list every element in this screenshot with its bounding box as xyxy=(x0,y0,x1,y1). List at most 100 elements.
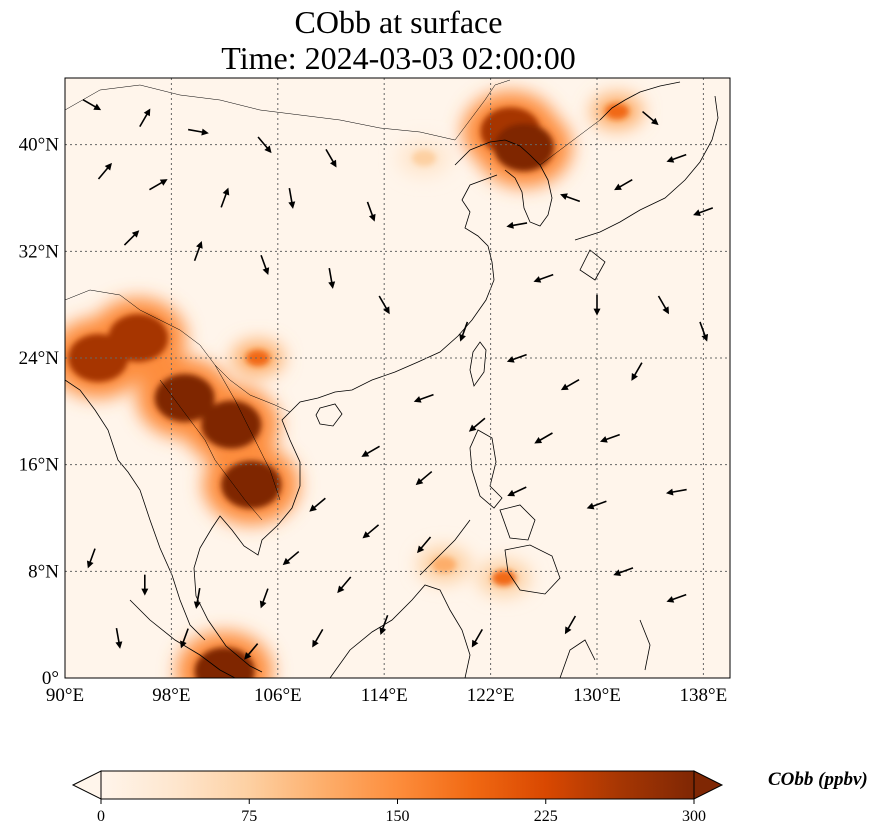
lon-tick-label: 138°E xyxy=(680,685,728,706)
wind-arrow xyxy=(533,273,554,283)
coastline-myanmar xyxy=(65,379,206,641)
wind-arrow xyxy=(666,593,687,603)
lat-tick-label: 24°N xyxy=(19,348,60,369)
colorbar-extend-low xyxy=(71,770,102,800)
wind-arrow xyxy=(534,432,553,444)
colorbar: 0 75 150 225 300 xyxy=(71,770,724,825)
wind-arrow xyxy=(560,378,580,391)
wind-arrow xyxy=(378,295,390,315)
hotspot-myanmar-laos xyxy=(154,374,215,422)
wind-arrow xyxy=(312,628,324,648)
hotspot-mindanao xyxy=(491,570,516,586)
lat-tick-label: 32°N xyxy=(19,241,60,262)
wind-arrow xyxy=(325,148,337,168)
wind-arrow xyxy=(657,295,669,315)
wind-arrow xyxy=(193,588,201,609)
country-borders xyxy=(65,79,601,521)
lat-tick-label: 0° xyxy=(42,668,59,689)
coastline-luzon xyxy=(469,429,503,509)
coastline-taiwan xyxy=(469,341,487,387)
wind-arrow xyxy=(593,294,601,316)
wind-arrow xyxy=(123,230,140,246)
hotspot-vladivostok xyxy=(604,103,629,120)
wind-arrow xyxy=(415,470,433,486)
wind-arrow xyxy=(471,628,483,648)
coastline-borneo xyxy=(329,584,471,678)
wind-arrow xyxy=(362,524,380,539)
coastline-china xyxy=(289,174,498,413)
coastline-japan xyxy=(574,95,719,281)
wind-arrow xyxy=(506,353,527,363)
wind-arrow xyxy=(257,136,272,154)
wind-arrow xyxy=(459,321,469,342)
wind-vectors xyxy=(82,98,714,660)
hotspot-north-korea xyxy=(493,123,554,172)
wind-arrow xyxy=(699,321,709,342)
coastlines xyxy=(65,81,719,678)
lat-tick-label: 16°N xyxy=(19,455,60,476)
hotspot-north-myanmar xyxy=(108,314,169,362)
coastline-palawan xyxy=(419,519,471,576)
colorbar-tick-label: 75 xyxy=(241,808,257,825)
colorbar-tick-label: 0 xyxy=(97,808,105,825)
colorbar-extend-high xyxy=(693,770,724,800)
hotspot-palawan xyxy=(432,556,457,573)
wind-arrow xyxy=(468,417,486,432)
wind-arrow xyxy=(220,187,230,208)
colorbar-label: CObb (ppbv) xyxy=(768,769,868,790)
wind-arrow xyxy=(288,188,296,209)
wind-arrow xyxy=(97,162,112,180)
wind-arrow xyxy=(642,110,659,126)
wind-arrow xyxy=(309,497,326,512)
wind-arrow xyxy=(379,614,389,636)
wind-arrow xyxy=(366,201,376,222)
hotspot-north-china xyxy=(412,150,437,166)
hotspot-laos xyxy=(201,400,262,449)
map-title: CObb at surface xyxy=(294,4,503,40)
latitude-axis: 0° 8°N 16°N 24°N 32°N 40°N xyxy=(19,135,60,689)
wind-arrow xyxy=(139,108,151,128)
lon-tick-label: 106°E xyxy=(254,685,302,706)
map-frame xyxy=(64,77,731,679)
hotspot-sumatra xyxy=(194,647,255,678)
wind-arrow xyxy=(417,536,432,554)
lon-tick-label: 98°E xyxy=(152,685,190,706)
wind-arrow xyxy=(180,628,189,649)
wind-arrow xyxy=(599,433,620,443)
lat-tick-label: 8°N xyxy=(28,561,59,582)
coastline-hainan xyxy=(315,403,343,427)
coastline-indochina xyxy=(193,411,301,673)
wind-arrow xyxy=(188,128,209,136)
wind-arrow xyxy=(115,628,123,649)
lon-tick-label: 90°E xyxy=(46,685,84,706)
coastline-russia xyxy=(599,81,681,121)
wind-arrow xyxy=(693,207,714,216)
coastline-visayas xyxy=(499,504,536,541)
lon-tick-label: 130°E xyxy=(573,685,621,706)
coastline-sulawesi xyxy=(559,619,651,678)
wind-arrow xyxy=(328,268,336,289)
wind-arrow xyxy=(244,643,259,660)
wind-arrow xyxy=(337,576,352,594)
wind-arrow xyxy=(149,179,168,191)
wind-arrow xyxy=(193,240,203,262)
wind-arrow xyxy=(282,550,300,566)
wind-arrow xyxy=(666,153,687,163)
wind-arrow xyxy=(141,574,149,596)
colorbar-tick-label: 150 xyxy=(386,808,410,825)
wind-arrow xyxy=(413,393,434,403)
lon-tick-label: 122°E xyxy=(467,685,515,706)
coastline-sumatra xyxy=(129,599,236,678)
coastline-mindanao xyxy=(504,544,561,595)
hotspot-cambodia xyxy=(221,460,282,509)
wind-arrow xyxy=(614,178,633,191)
wind-arrow xyxy=(506,221,528,229)
wind-arrow xyxy=(82,98,102,111)
colorbar-gradient xyxy=(100,770,695,800)
cobb-concentration-core xyxy=(68,103,629,678)
map-subtitle-time: Time: 2024-03-03 02:00:00 xyxy=(221,40,576,76)
coastline-korea xyxy=(454,139,553,227)
longitude-axis: 90°E 98°E 106°E 114°E 122°E 130°E 138°E xyxy=(46,685,727,706)
colorbar-tick-label: 300 xyxy=(682,808,706,825)
